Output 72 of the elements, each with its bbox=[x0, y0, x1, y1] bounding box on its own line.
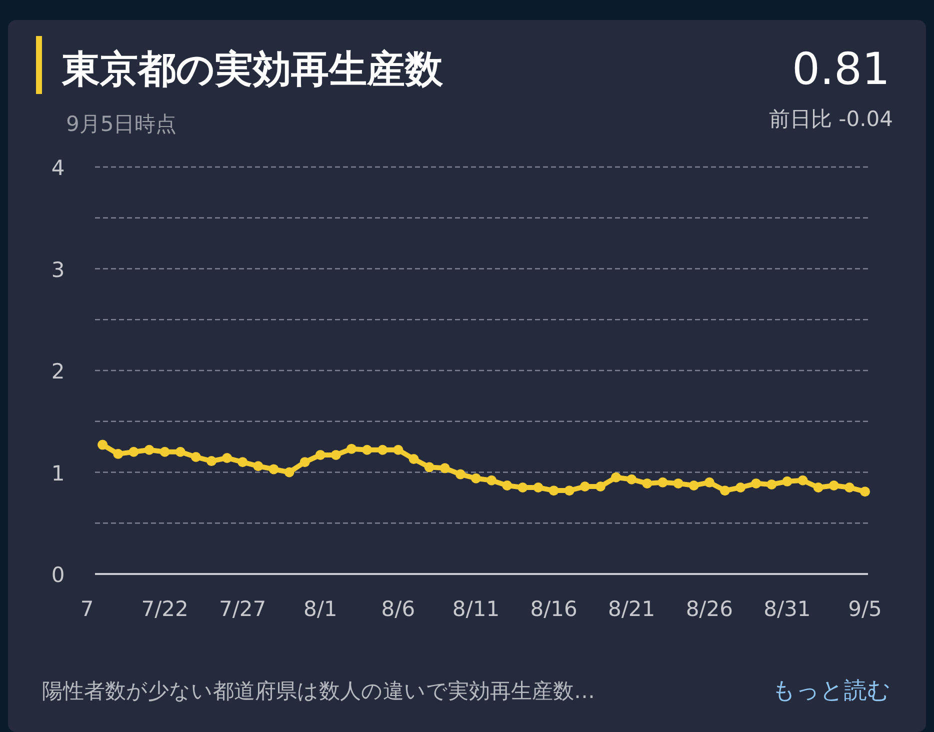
point bbox=[658, 477, 668, 488]
point bbox=[144, 444, 154, 455]
text: 陽性者数が少ない都道府県は数人の違いで実効再生産数… bbox=[42, 679, 595, 703]
point bbox=[175, 446, 186, 457]
y-tick-label: 0 bbox=[51, 563, 65, 587]
point bbox=[113, 448, 124, 459]
point bbox=[330, 450, 341, 460]
point bbox=[378, 444, 388, 455]
point bbox=[362, 444, 372, 455]
point bbox=[688, 480, 699, 490]
point bbox=[704, 477, 714, 488]
point bbox=[424, 462, 434, 472]
y-tick-label: 4 bbox=[51, 156, 65, 180]
x-tick-label: 7 bbox=[80, 597, 94, 621]
chart-title: 東京都の実効再生産数 bbox=[61, 47, 444, 91]
x-tick-label: 7/22 bbox=[141, 597, 188, 621]
point bbox=[642, 478, 652, 488]
point bbox=[190, 452, 201, 462]
point bbox=[440, 463, 450, 474]
x-tick-label: 8/26 bbox=[686, 597, 733, 621]
point bbox=[471, 473, 481, 484]
point bbox=[828, 480, 839, 490]
y-tick-label: 1 bbox=[51, 461, 65, 486]
point bbox=[626, 474, 637, 484]
text: 0.81 bbox=[792, 44, 890, 95]
text: 前日比 -0.04 bbox=[768, 107, 893, 131]
point bbox=[300, 457, 310, 468]
point bbox=[502, 480, 512, 490]
point bbox=[720, 486, 730, 496]
point bbox=[860, 486, 870, 497]
y-tick-label: 2 bbox=[51, 360, 65, 384]
point bbox=[253, 461, 264, 472]
point bbox=[160, 446, 170, 457]
point bbox=[518, 482, 528, 493]
point bbox=[782, 476, 792, 486]
point bbox=[268, 464, 279, 474]
x-tick-label: 8/1 bbox=[304, 597, 338, 621]
x-tick-label: 8/11 bbox=[452, 597, 500, 621]
point bbox=[284, 467, 294, 478]
point bbox=[798, 475, 808, 486]
point bbox=[238, 457, 248, 468]
x-tick-label: 8/6 bbox=[381, 597, 416, 621]
x-tick-label: 7/27 bbox=[219, 597, 266, 621]
point bbox=[455, 469, 466, 480]
chart-subtitle: 9月5日時点 bbox=[66, 112, 177, 136]
point bbox=[346, 444, 357, 454]
point bbox=[844, 482, 854, 493]
point bbox=[128, 446, 139, 457]
x-tick-label: 9/5 bbox=[848, 597, 882, 621]
point bbox=[564, 486, 574, 496]
point bbox=[751, 478, 762, 488]
point bbox=[580, 481, 590, 492]
text: もっと読む bbox=[772, 678, 891, 704]
point bbox=[393, 444, 404, 455]
point bbox=[595, 481, 606, 492]
point bbox=[98, 440, 108, 450]
x-tick-label: 8/31 bbox=[764, 597, 811, 621]
point bbox=[736, 482, 746, 493]
point bbox=[533, 482, 544, 493]
y-tick-label: 3 bbox=[51, 258, 65, 282]
point bbox=[673, 478, 684, 488]
point bbox=[315, 450, 326, 460]
x-tick-label: 8/16 bbox=[530, 597, 578, 621]
point bbox=[222, 453, 232, 464]
point bbox=[486, 475, 497, 486]
point bbox=[766, 479, 777, 490]
x-tick-label: 8/21 bbox=[608, 597, 656, 621]
point bbox=[813, 482, 824, 493]
point bbox=[206, 456, 216, 466]
point bbox=[408, 454, 419, 464]
point bbox=[548, 486, 559, 496]
point bbox=[611, 472, 622, 482]
